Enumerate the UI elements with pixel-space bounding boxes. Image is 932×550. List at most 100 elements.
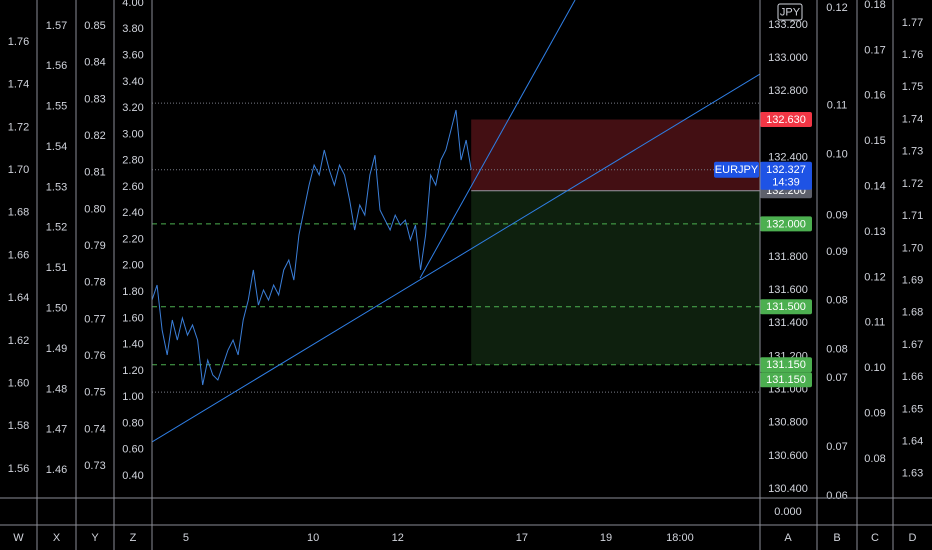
y-tick-label: 1.46 [46,464,67,476]
y-tick-label: 1.62 [8,335,29,347]
y-tick-label: 1.76 [902,49,923,61]
price-tag-label: 132.000 [766,218,806,230]
y-tick-label: 0.10 [864,362,885,374]
y-tick-label: 0.11 [827,100,848,112]
last-price-tag [760,161,812,190]
y-tick-label: 0.08 [864,453,885,465]
y-tick-label: 2.80 [122,155,143,167]
y-tick-label: 3.40 [122,76,143,88]
y-tick-label: 1.49 [46,343,67,355]
trendline [152,73,760,443]
y-tick-label: 131.400 [768,317,808,329]
y-tick-label: 132.800 [768,85,808,97]
y-tick-label: 1.74 [902,113,923,125]
y-tick-label: 1.47 [46,424,67,436]
x-tick-label: 10 [307,532,319,544]
y-tick-label: 1.40 [122,339,143,351]
y-tick-label: 1.58 [8,420,29,432]
y-tick-label: 1.70 [8,164,29,176]
y-tick-label: 0.08 [826,344,847,356]
y-tick-label: 0.18 [864,0,885,11]
y-tick-label: 3.60 [122,49,143,61]
y-tick-label: 0.85 [84,20,105,32]
y-tick-label: 0.11 [865,317,886,329]
price-tag-label: 132.630 [766,114,806,126]
y-tick-label: 0.81 [84,167,105,179]
y-tick-label: 0.73 [84,460,105,472]
y-tick-label: 1.66 [902,371,923,383]
y-tick-label: 1.80 [122,286,143,298]
y-tick-label: 1.60 [8,377,29,389]
y-tick-label: 0.17 [864,44,885,56]
y-tick-label: 1.51 [46,262,67,274]
price-tag [760,111,812,127]
x-tick-label: 18:00 [666,532,694,544]
y-tick-label: 0.06 [826,490,847,502]
y-tick-label: 1.57 [46,20,67,32]
y-tick-label: 0.82 [84,130,105,142]
y-tick-label: 1.73 [902,146,923,158]
y-tick-label: 1.53 [46,181,67,193]
y-tick-label: 0.10 [826,148,847,160]
y-tick-label: 1.50 [46,302,67,314]
y-tick-label: 1.64 [8,292,29,304]
axis-name: Y [91,532,99,544]
y-tick-label: 131.800 [768,251,808,263]
symbol-label: EURJPY [715,164,759,176]
y-tick-label: 133.000 [768,52,808,64]
axis-name: Z [130,532,137,544]
currency-box[interactable] [777,3,803,21]
y-tick-label: 2.60 [122,181,143,193]
y-tick-label: 133.200 [768,19,808,31]
y-tick-label: 2.40 [122,207,143,219]
y-tick-label: 1.63 [902,468,923,480]
y-tick-label: 0.12 [826,2,847,14]
y-tick-label: 0.78 [84,277,105,289]
price-tag [760,216,812,232]
y-tick-label: 0.79 [84,240,105,252]
y-tick-label: 1.72 [902,178,923,190]
y-tick-label: 0.14 [864,180,885,192]
price-tag [760,357,812,373]
stop-zone [471,119,760,191]
y-tick-label: 0.77 [84,313,105,325]
y-tick-label: 1.70 [902,242,923,254]
y-tick-label: 1.74 [8,79,29,91]
last-price-label: 132.327 [766,164,806,176]
price-tag [760,372,812,388]
y-tick-label: 2.00 [122,260,143,272]
y-tick-label: 1.67 [902,339,923,351]
y-tick-label: 0.60 [122,444,143,456]
y-tick-label: 1.60 [122,312,143,324]
lower-pane-tick: 0.000 [774,506,802,518]
axis-name: C [871,532,879,544]
y-tick-label: 1.65 [902,403,923,415]
price-tag-label: 131.500 [766,301,806,313]
axis-name: A [784,532,792,544]
y-tick-label: 0.80 [122,417,143,429]
y-tick-label: 131.600 [768,284,808,296]
y-tick-label: 1.69 [902,274,923,286]
price-tag [760,299,812,315]
axis-name: W [13,532,24,544]
y-tick-label: 0.08 [826,295,847,307]
y-tick-label: 0.76 [84,350,105,362]
y-tick-label: 0.16 [864,90,885,102]
y-tick-label: 1.76 [8,36,29,48]
y-tick-label: 1.20 [122,365,143,377]
y-tick-label: 130.400 [768,483,808,495]
y-tick-label: 0.12 [864,271,885,283]
y-tick-label: 0.07 [826,441,847,453]
y-tick-label: 130.800 [768,417,808,429]
x-tick-label: 17 [516,532,528,544]
y-tick-label: 0.80 [84,203,105,215]
y-tick-label: 0.84 [84,57,105,69]
y-tick-label: 0.74 [84,423,105,435]
y-tick-label: 4.00 [122,0,143,9]
axis-name: D [909,532,917,544]
x-tick-label: 5 [183,532,189,544]
y-tick-label: 1.77 [902,17,923,29]
axes: 1.56 1.58 1.60 1.62 1.64 1.66 1.68 1.70 1.72 1.74… [8,0,923,544]
x-tick-label: 19 [600,532,612,544]
